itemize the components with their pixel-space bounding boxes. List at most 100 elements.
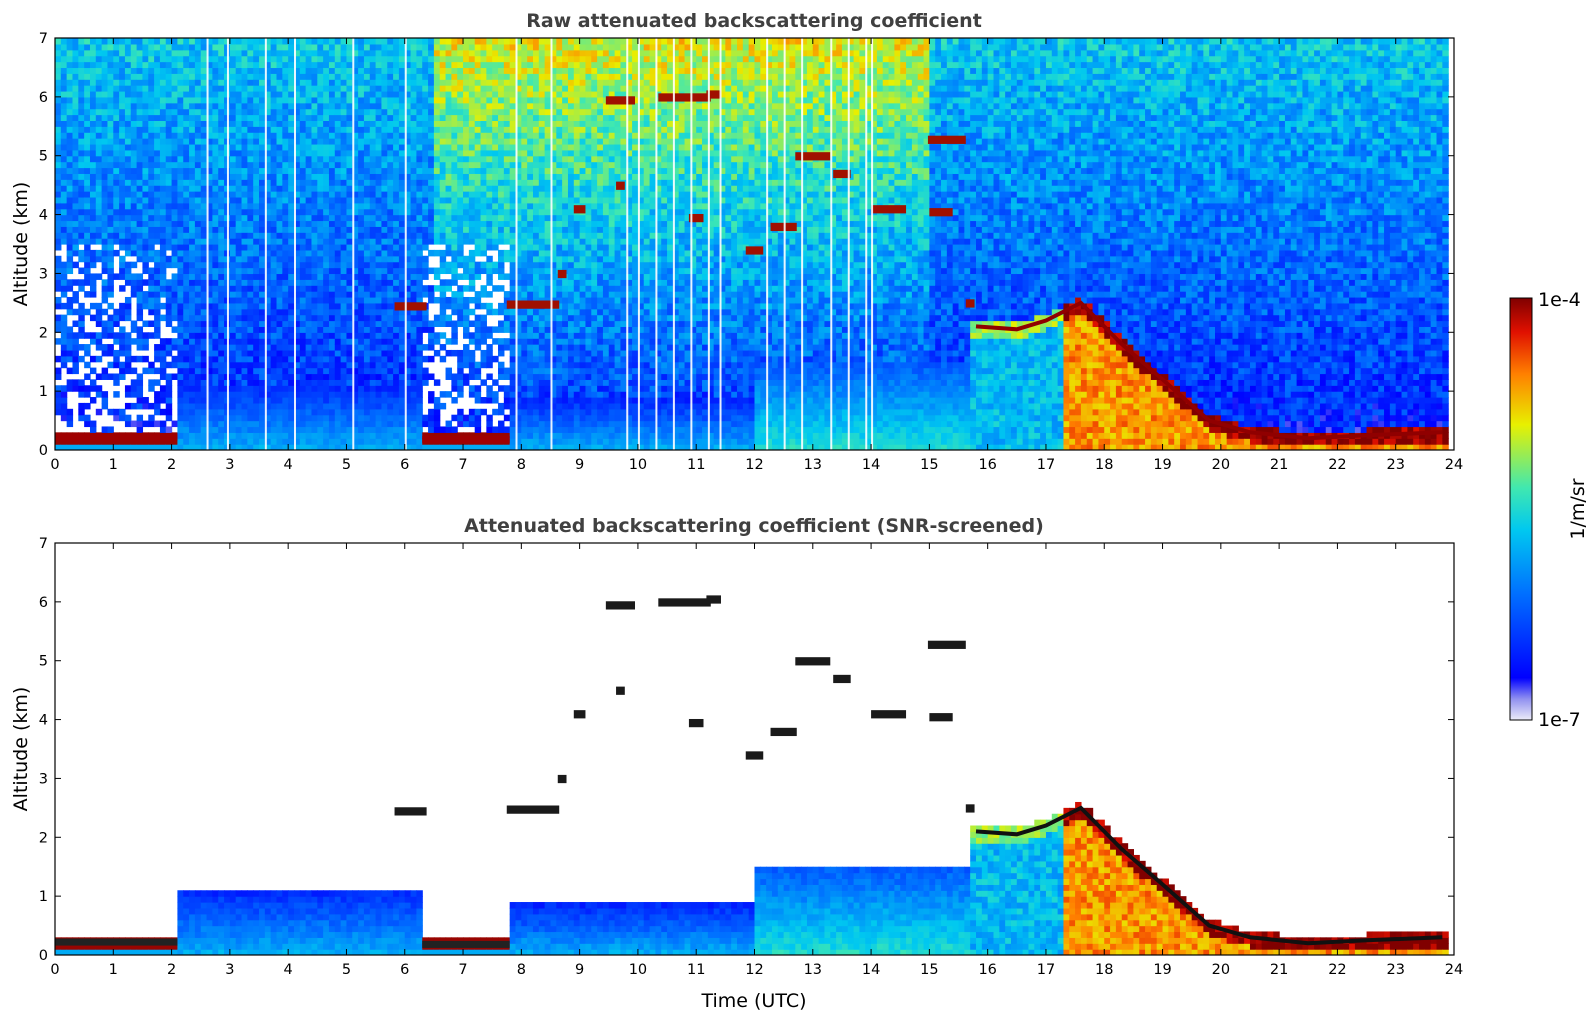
heatmap-cell <box>194 326 202 333</box>
heatmap-cell <box>101 220 109 227</box>
heatmap-cell <box>72 167 79 174</box>
heatmap-cell <box>398 55 406 63</box>
heatmap-cell <box>218 214 225 222</box>
heatmap-cell <box>218 332 225 339</box>
heatmap-cell <box>264 402 272 410</box>
heatmap-cell <box>154 196 161 204</box>
heatmap-cell <box>480 302 487 310</box>
heatmap-cell <box>352 344 359 351</box>
heatmap-cell <box>363 420 371 428</box>
heatmap-cell <box>212 267 219 275</box>
heatmap-cell <box>474 55 482 63</box>
heatmap-cell <box>101 326 109 333</box>
heatmap-cell <box>194 79 202 86</box>
heatmap-cell <box>346 238 353 245</box>
heatmap-cell <box>404 261 412 269</box>
heatmap-cell <box>200 161 208 169</box>
heatmap-cell <box>323 291 330 298</box>
heatmap-cell <box>66 349 74 357</box>
heatmap-cell <box>451 49 458 57</box>
heatmap-cell <box>398 149 406 157</box>
heatmap-cell <box>270 185 278 192</box>
heatmap-cell <box>276 185 283 192</box>
heatmap-cell <box>451 149 458 157</box>
heatmap-cell <box>200 96 208 104</box>
heatmap-cell <box>189 379 196 386</box>
heatmap-cell <box>101 73 109 80</box>
heatmap-cell <box>229 179 237 186</box>
heatmap-cell <box>177 414 184 422</box>
heatmap-cell <box>369 326 377 333</box>
heatmap-cell <box>503 397 511 404</box>
heatmap-cell <box>323 338 330 345</box>
heatmap-cell <box>288 379 295 386</box>
heatmap-cell <box>474 49 482 57</box>
heatmap-cell <box>486 149 493 157</box>
heatmap-cell <box>183 161 190 169</box>
heatmap-cell <box>352 273 359 280</box>
heatmap-cell <box>270 161 278 169</box>
heatmap-cell <box>422 238 429 245</box>
heatmap-cell <box>358 267 365 275</box>
heatmap-cell <box>352 138 359 145</box>
heatmap-cell <box>317 320 324 327</box>
heatmap-cell <box>468 155 476 163</box>
heatmap-cell <box>457 273 464 280</box>
heatmap-cell <box>433 432 441 439</box>
heatmap-cell <box>317 138 324 145</box>
heatmap-cell <box>276 114 283 121</box>
heatmap-cell <box>498 155 505 163</box>
heatmap-cell <box>317 132 324 139</box>
heatmap-cell <box>259 420 266 428</box>
heatmap-cell <box>410 108 418 116</box>
heatmap-cell <box>159 38 167 45</box>
heatmap-cell <box>317 73 324 80</box>
heatmap-cell <box>124 261 132 269</box>
heatmap-cell <box>66 102 74 110</box>
heatmap-cell <box>241 196 248 204</box>
heatmap-cell <box>480 173 487 180</box>
heatmap-cell <box>334 444 342 450</box>
heatmap-cell <box>492 326 499 333</box>
heatmap-cell <box>66 296 74 304</box>
heatmap-cell <box>189 191 196 198</box>
heatmap-cell <box>288 238 295 245</box>
heatmap-cell <box>468 414 476 422</box>
heatmap-cell <box>235 173 243 180</box>
heatmap-cell <box>183 326 190 333</box>
heatmap-cell <box>189 208 196 216</box>
heatmap-cell <box>492 220 499 227</box>
heatmap-cell <box>451 191 458 198</box>
heatmap-cell <box>381 361 388 369</box>
heatmap-cell <box>218 349 225 357</box>
heatmap-cell <box>328 214 336 222</box>
heatmap-cell <box>66 143 74 151</box>
heatmap-cell <box>299 414 307 422</box>
heatmap-cell <box>358 379 365 386</box>
heatmap-cell <box>229 191 237 198</box>
heatmap-cell <box>183 314 190 322</box>
heatmap-cell <box>130 244 138 251</box>
heatmap-cell <box>177 249 184 257</box>
heatmap-cell <box>358 444 365 450</box>
heatmap-cell <box>480 249 487 257</box>
heatmap-cell <box>480 126 487 133</box>
heatmap-cell <box>264 273 272 280</box>
heatmap-cell <box>264 285 272 292</box>
heatmap-cell <box>194 120 202 127</box>
heatmap-cell <box>154 143 161 151</box>
heatmap-cell <box>130 338 138 345</box>
heatmap-cell <box>428 132 435 139</box>
heatmap-cell <box>445 85 452 92</box>
heatmap-cell <box>142 220 149 227</box>
heatmap-cell <box>451 79 458 86</box>
heatmap-cell <box>428 161 435 169</box>
heatmap-cell <box>101 291 109 298</box>
heatmap-cell <box>107 191 114 198</box>
heatmap-cell <box>352 420 359 428</box>
heatmap-cell <box>369 173 377 180</box>
heatmap-cell <box>124 238 132 245</box>
heatmap-cell <box>154 302 161 310</box>
heatmap-cell <box>253 438 260 445</box>
heatmap-cell <box>323 320 330 327</box>
